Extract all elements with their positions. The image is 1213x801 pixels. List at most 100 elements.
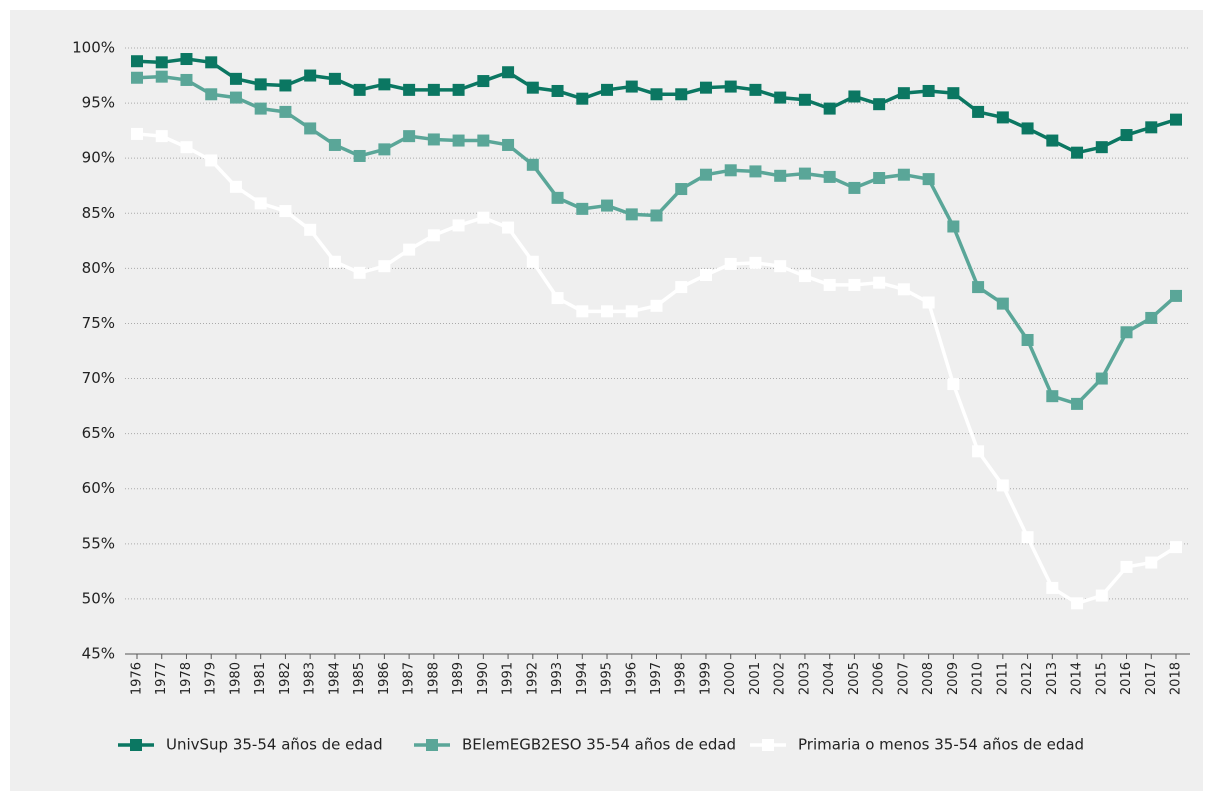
x-tick-label: 2008 [921, 662, 936, 695]
x-tick-label: 1977 [154, 662, 169, 695]
point [1071, 597, 1084, 610]
legend-label: BElemEGB2ESO 35-54 años de edad [462, 736, 736, 754]
point [353, 266, 366, 279]
point [304, 223, 317, 236]
point [477, 211, 490, 224]
point [749, 83, 762, 96]
point [601, 83, 614, 96]
x-tick-label: 1976 [130, 662, 145, 695]
point [650, 88, 663, 101]
point [724, 80, 737, 93]
point [798, 93, 811, 106]
point [601, 305, 614, 318]
point [304, 122, 317, 135]
point [897, 87, 910, 100]
point [304, 69, 317, 82]
point [279, 79, 292, 92]
point [897, 168, 910, 181]
point [774, 260, 787, 273]
point [180, 73, 193, 86]
point [452, 83, 465, 96]
point [848, 181, 861, 194]
point [922, 296, 935, 309]
point [996, 479, 1009, 492]
point [650, 299, 663, 312]
point [279, 205, 292, 218]
point [254, 102, 267, 115]
y-tick-label: 75% [82, 314, 115, 332]
point [749, 165, 762, 178]
point [427, 83, 440, 96]
point [823, 102, 836, 115]
point [427, 133, 440, 146]
point [972, 445, 985, 458]
point [328, 72, 341, 85]
point [155, 56, 168, 69]
point [774, 91, 787, 104]
point [601, 199, 614, 212]
x-tick-label: 2004 [822, 662, 837, 695]
point [576, 305, 589, 318]
point [427, 229, 440, 242]
x-tick-label: 1995 [600, 662, 615, 695]
point [996, 111, 1009, 124]
point [180, 141, 193, 154]
x-tick-label: 2015 [1094, 662, 1109, 695]
point [922, 84, 935, 97]
x-tick-label: 2014 [1070, 662, 1085, 695]
x-tick-label: 2007 [896, 662, 911, 695]
x-tick-label: 1996 [624, 662, 639, 695]
point [576, 202, 589, 215]
point [675, 281, 688, 294]
point [972, 105, 985, 118]
x-tick-label: 2011 [995, 662, 1010, 695]
y-tick-label: 100% [72, 39, 115, 57]
point [403, 130, 416, 143]
y-tick-label: 70% [82, 369, 115, 387]
point [1095, 141, 1108, 154]
point [526, 158, 539, 171]
x-tick-label: 2005 [847, 662, 862, 695]
point [873, 172, 886, 185]
point [477, 75, 490, 88]
point [1071, 397, 1084, 410]
x-tick-label: 1997 [649, 662, 664, 695]
point [353, 83, 366, 96]
point [996, 297, 1009, 310]
point [724, 164, 737, 177]
legend-label: Primaria o menos 35-54 años de edad [798, 736, 1084, 754]
point [1046, 134, 1059, 147]
x-tick-label: 2000 [723, 662, 738, 695]
point [155, 130, 168, 143]
point [1170, 113, 1182, 126]
x-tick-label: 1983 [303, 662, 318, 695]
point [229, 72, 242, 85]
point [1145, 556, 1158, 569]
point [279, 105, 292, 118]
y-tick-label: 80% [82, 259, 115, 277]
point [1170, 541, 1182, 554]
point [378, 260, 391, 273]
point [947, 87, 960, 100]
point [650, 209, 663, 222]
point [749, 256, 762, 269]
x-tick-label: 2002 [773, 662, 788, 695]
point [131, 71, 143, 84]
point [922, 173, 935, 186]
y-tick-label: 55% [82, 534, 115, 552]
y-tick-label: 95% [82, 94, 115, 112]
point [378, 78, 391, 91]
point [699, 168, 712, 181]
point [823, 170, 836, 183]
legend-marker [130, 739, 142, 751]
point [502, 138, 515, 151]
x-tick-label: 1987 [402, 662, 417, 695]
point [724, 257, 737, 270]
point [403, 83, 416, 96]
point [947, 378, 960, 391]
point [1120, 129, 1133, 142]
point [180, 53, 193, 66]
point [798, 167, 811, 180]
